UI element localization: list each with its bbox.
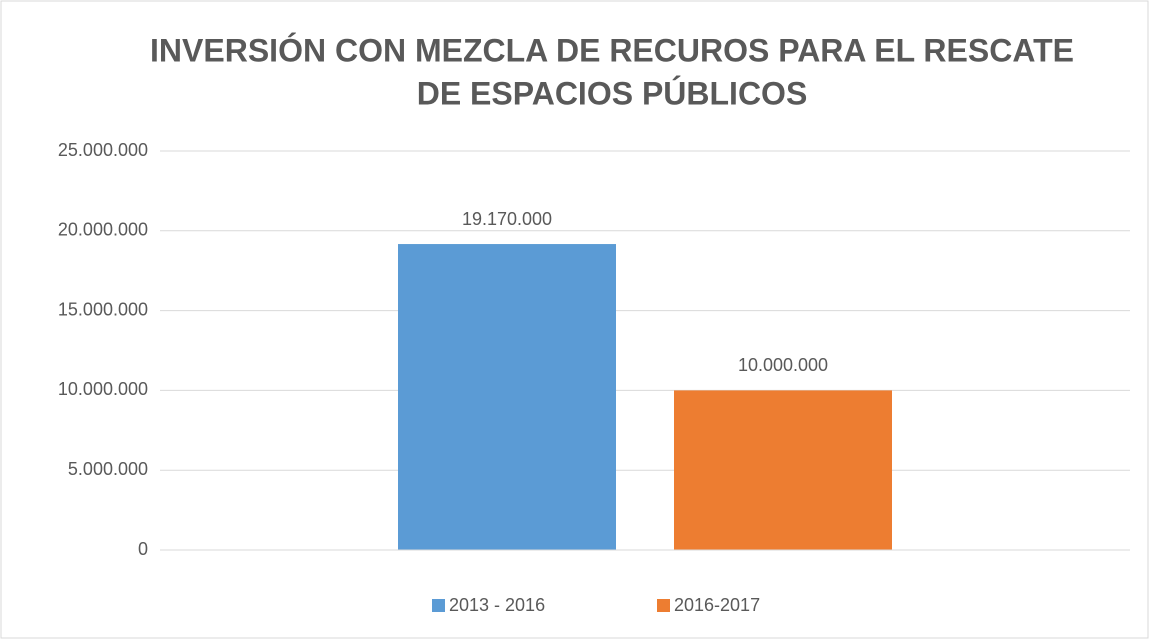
bar	[398, 244, 616, 550]
bar	[674, 390, 892, 550]
y-tick-label: 10.000.000	[58, 379, 148, 399]
chart-title: DE ESPACIOS PÚBLICOS	[417, 75, 808, 111]
chart-title: INVERSIÓN CON MEZCLA DE RECUROS PARA EL …	[150, 32, 1074, 68]
y-tick-label: 0	[138, 539, 148, 559]
y-tick-label: 5.000.000	[68, 459, 148, 479]
legend-swatch	[657, 599, 670, 612]
y-tick-label: 25.000.000	[58, 140, 148, 160]
legend-label: 2016-2017	[674, 595, 760, 615]
y-tick-label: 15.000.000	[58, 299, 148, 319]
data-label: 10.000.000	[738, 355, 828, 375]
legend-label: 2013 - 2016	[449, 595, 545, 615]
y-tick-label: 20.000.000	[58, 220, 148, 240]
legend-swatch	[432, 599, 445, 612]
data-label: 19.170.000	[462, 209, 552, 229]
